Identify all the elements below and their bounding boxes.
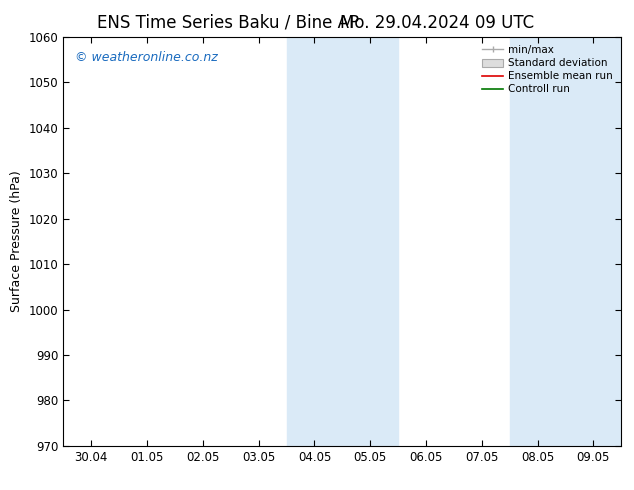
Bar — [510, 37, 566, 446]
Bar — [287, 37, 342, 446]
Text: Mo. 29.04.2024 09 UTC: Mo. 29.04.2024 09 UTC — [340, 14, 534, 32]
Y-axis label: Surface Pressure (hPa): Surface Pressure (hPa) — [10, 171, 23, 312]
Legend: min/max, Standard deviation, Ensemble mean run, Controll run: min/max, Standard deviation, Ensemble me… — [479, 42, 616, 98]
Bar — [566, 37, 621, 446]
Text: © weatheronline.co.nz: © weatheronline.co.nz — [75, 51, 217, 64]
Bar — [342, 37, 398, 446]
Text: ENS Time Series Baku / Bine AP: ENS Time Series Baku / Bine AP — [97, 14, 359, 32]
